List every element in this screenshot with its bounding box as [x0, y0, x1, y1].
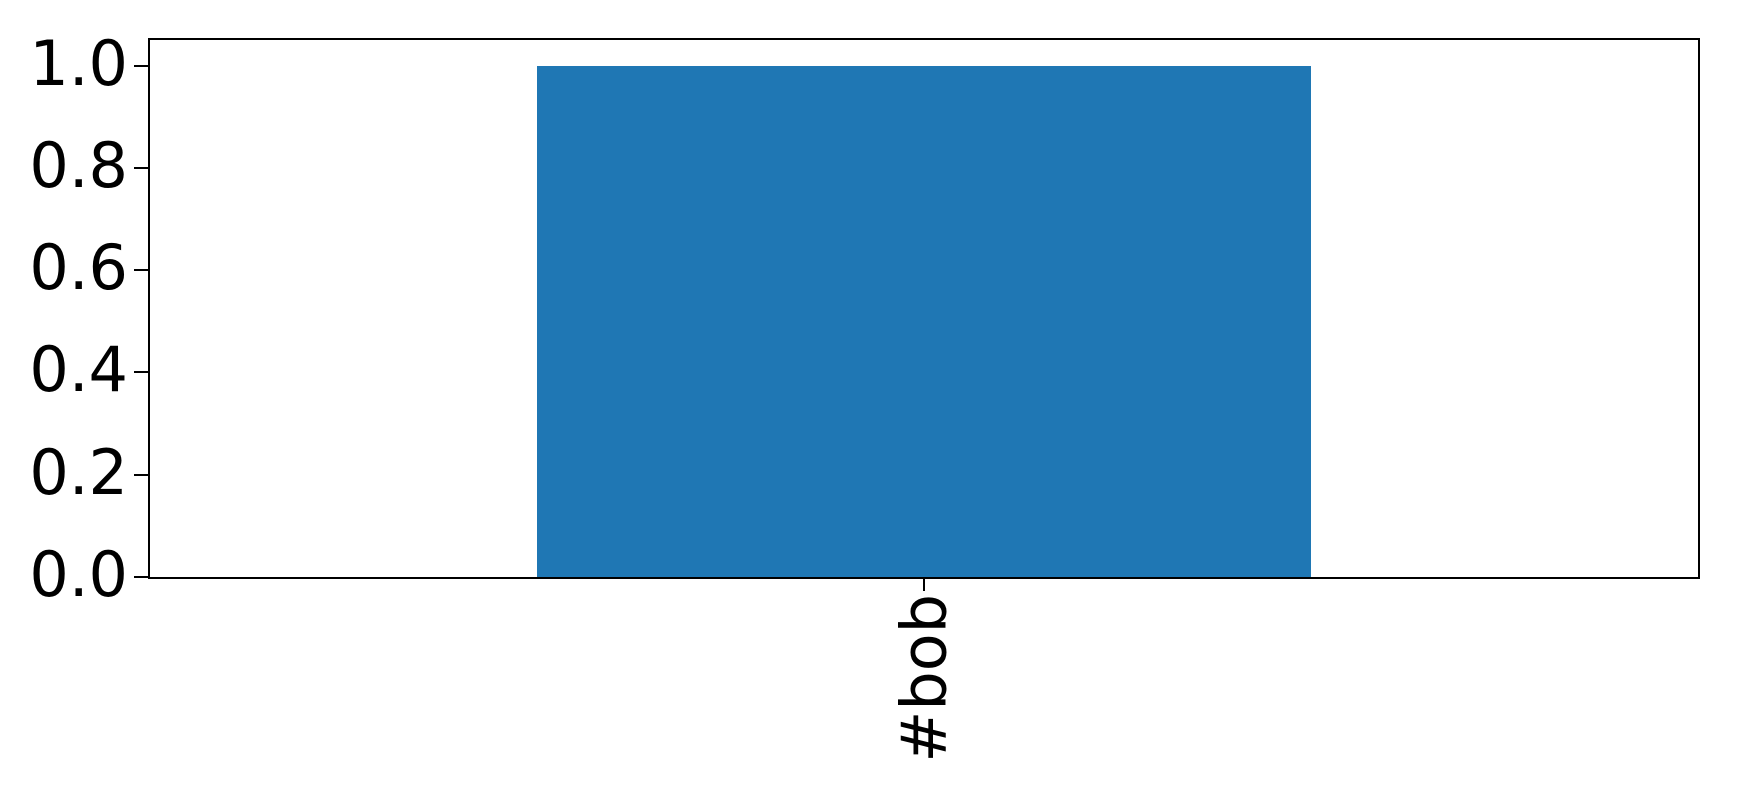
- y-tick-label: 0.8: [29, 128, 128, 202]
- y-tick-label: 0.2: [29, 435, 128, 509]
- y-tick-mark: [134, 576, 148, 578]
- y-axis-tick-labels: 0.0 0.2 0.4 0.6 0.8 1.0: [0, 32, 128, 605]
- y-tick-label: 0.0: [29, 538, 128, 611]
- y-tick-mark: [134, 371, 148, 374]
- y-tick-mark: [134, 166, 148, 169]
- y-tick-label: 1.0: [29, 26, 128, 100]
- y-tick-label: 0.4: [29, 333, 128, 407]
- y-tick-label: 0.6: [29, 231, 128, 305]
- plot-area: [134, 38, 1700, 591]
- y-tick-mark: [134, 269, 148, 272]
- x-tick-mark: [923, 579, 925, 591]
- bar-bob: [537, 65, 1311, 577]
- x-tick-label-bob: #bob: [887, 594, 961, 763]
- y-tick-mark: [134, 64, 148, 67]
- x-axis-tick-label-wrap: #bob: [887, 594, 961, 767]
- y-tick-mark: [134, 473, 148, 476]
